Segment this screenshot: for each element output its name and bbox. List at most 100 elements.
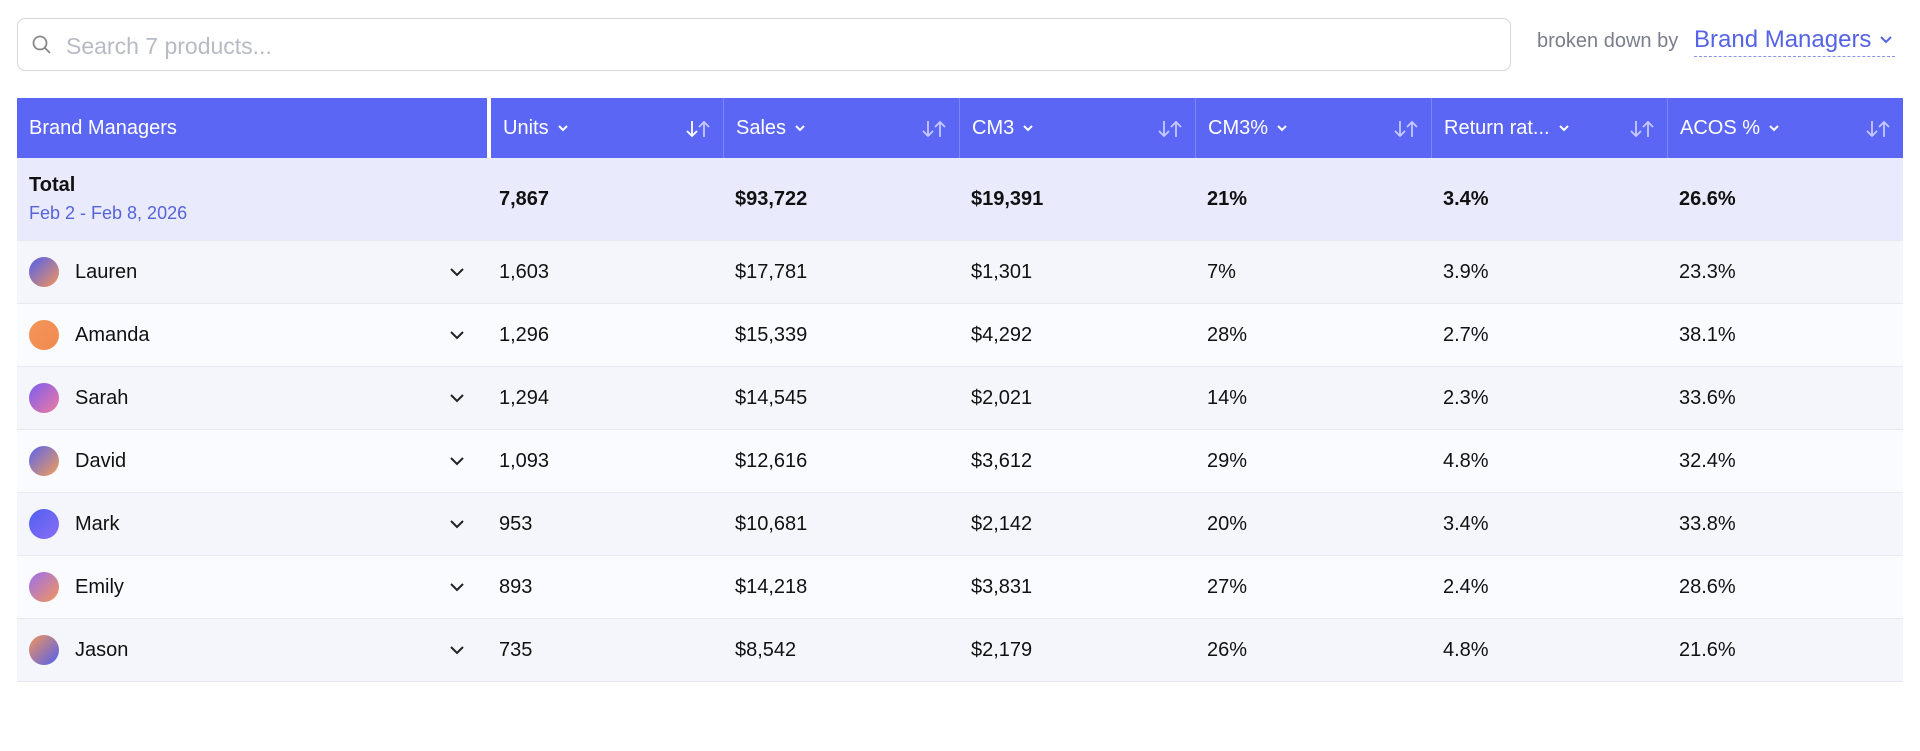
value-cell: $2,021 [959, 367, 1195, 429]
total-value: $93,722 [735, 187, 808, 210]
value-cell: 893 [487, 556, 723, 618]
data-row: Mark 953 $10,681 $2,142 20% 3.4% 33.8% [17, 493, 1903, 556]
value-cell: 23.3% [1667, 241, 1903, 303]
expand-button[interactable] [449, 455, 465, 467]
total-cell: $93,722 [723, 158, 959, 240]
sort-button[interactable] [1629, 119, 1655, 139]
cell-value: 21.6% [1679, 638, 1736, 661]
value-cell: 32.4% [1667, 430, 1903, 492]
avatar [29, 635, 59, 665]
value-cell: 3.4% [1431, 493, 1667, 555]
sort-button[interactable] [1865, 119, 1891, 139]
column-title: Units [503, 116, 549, 139]
value-cell: 4.8% [1431, 430, 1667, 492]
total-cell: $19,391 [959, 158, 1195, 240]
value-cell: 38.1% [1667, 304, 1903, 366]
breakdown-select[interactable]: Brand Managers [1694, 26, 1896, 57]
cell-value: 1,296 [499, 323, 550, 346]
column-menu[interactable] [555, 122, 571, 134]
cell-value: $2,021 [971, 386, 1033, 409]
data-row: David 1,093 $12,616 $3,612 29% 4.8% 32.4% [17, 430, 1903, 493]
name-cell: Jason [17, 619, 487, 681]
cell-value: 3.4% [1443, 512, 1489, 535]
cell-value: $15,339 [735, 323, 808, 346]
search-placeholder: Search 7 products... [66, 33, 272, 59]
value-cell: 4.8% [1431, 619, 1667, 681]
column-header[interactable]: Sales [723, 98, 959, 158]
header-row: Brand Managers Units Sales CM3 CM3% Return ra… [17, 98, 1903, 158]
column-menu[interactable] [1766, 122, 1782, 134]
column-title: Return rat... [1444, 116, 1550, 139]
cell-value: 735 [499, 638, 533, 661]
cell-value: 32.4% [1679, 449, 1736, 472]
value-cell: $3,612 [959, 430, 1195, 492]
expand-button[interactable] [449, 518, 465, 530]
value-cell: $15,339 [723, 304, 959, 366]
sort-button[interactable] [1157, 119, 1183, 139]
cell-value: 27% [1207, 575, 1248, 598]
column-header[interactable]: CM3% [1195, 98, 1431, 158]
avatar [29, 509, 59, 539]
total-row: Total Feb 2 - Feb 8, 2026 7,867 $93,722 $19,… [17, 158, 1903, 241]
column-title: Brand Managers [29, 116, 177, 139]
expand-button[interactable] [449, 644, 465, 656]
cell-value: 28.6% [1679, 575, 1736, 598]
cell-value: 1,294 [499, 386, 550, 409]
data-row: Lauren 1,603 $17,781 $1,301 7% 3.9% 23.3% [17, 241, 1903, 304]
total-value: $19,391 [971, 187, 1044, 210]
name-cell: Emily [17, 556, 487, 618]
sort-button[interactable] [1393, 119, 1419, 139]
row-name: David [75, 449, 127, 472]
value-cell: 20% [1195, 493, 1431, 555]
avatar [29, 572, 59, 602]
expand-button[interactable] [449, 329, 465, 341]
value-cell: 1,603 [487, 241, 723, 303]
value-cell: $1,301 [959, 241, 1195, 303]
search-icon [32, 35, 51, 54]
expand-button[interactable] [449, 392, 465, 404]
cell-value: 7% [1207, 260, 1236, 283]
row-name: Jason [75, 638, 129, 661]
search-box[interactable]: Search 7 products... [17, 18, 1511, 71]
value-cell: 1,093 [487, 430, 723, 492]
column-header[interactable]: ACOS % [1667, 98, 1903, 158]
column-header[interactable]: Units [487, 98, 723, 158]
column-menu[interactable] [1274, 122, 1290, 134]
total-value: 21% [1207, 187, 1248, 210]
cell-value: 3.9% [1443, 260, 1489, 283]
breakdown-label: broken down by [1537, 30, 1679, 52]
column-header[interactable]: Return rat... [1431, 98, 1667, 158]
column-menu[interactable] [1020, 122, 1036, 134]
cell-value: 2.7% [1443, 323, 1489, 346]
value-cell: 29% [1195, 430, 1431, 492]
value-cell: 26% [1195, 619, 1431, 681]
value-cell: 14% [1195, 367, 1431, 429]
row-name: Amanda [75, 323, 150, 346]
cell-value: 2.3% [1443, 386, 1489, 409]
value-cell: $3,831 [959, 556, 1195, 618]
sort-button[interactable] [685, 119, 711, 139]
cell-value: $4,292 [971, 323, 1033, 346]
value-cell: 28.6% [1667, 556, 1903, 618]
value-cell: 33.8% [1667, 493, 1903, 555]
column-menu[interactable] [792, 122, 808, 134]
cell-value: 14% [1207, 386, 1248, 409]
expand-button[interactable] [449, 266, 465, 278]
cell-value: 38.1% [1679, 323, 1736, 346]
avatar [29, 446, 59, 476]
avatar [29, 383, 59, 413]
name-cell: Mark [17, 493, 487, 555]
column-header[interactable]: CM3 [959, 98, 1195, 158]
column-menu[interactable] [1556, 122, 1572, 134]
column-title: Sales [736, 116, 787, 139]
value-cell: 953 [487, 493, 723, 555]
chevron [1880, 36, 1893, 44]
expand-button[interactable] [449, 581, 465, 593]
value-cell: 3.9% [1431, 241, 1667, 303]
sort-button[interactable] [921, 119, 947, 139]
total-label: Total [29, 174, 76, 196]
total-value: 26.6% [1679, 187, 1736, 210]
name-cell: Sarah [17, 367, 487, 429]
cell-value: 29% [1207, 449, 1248, 472]
